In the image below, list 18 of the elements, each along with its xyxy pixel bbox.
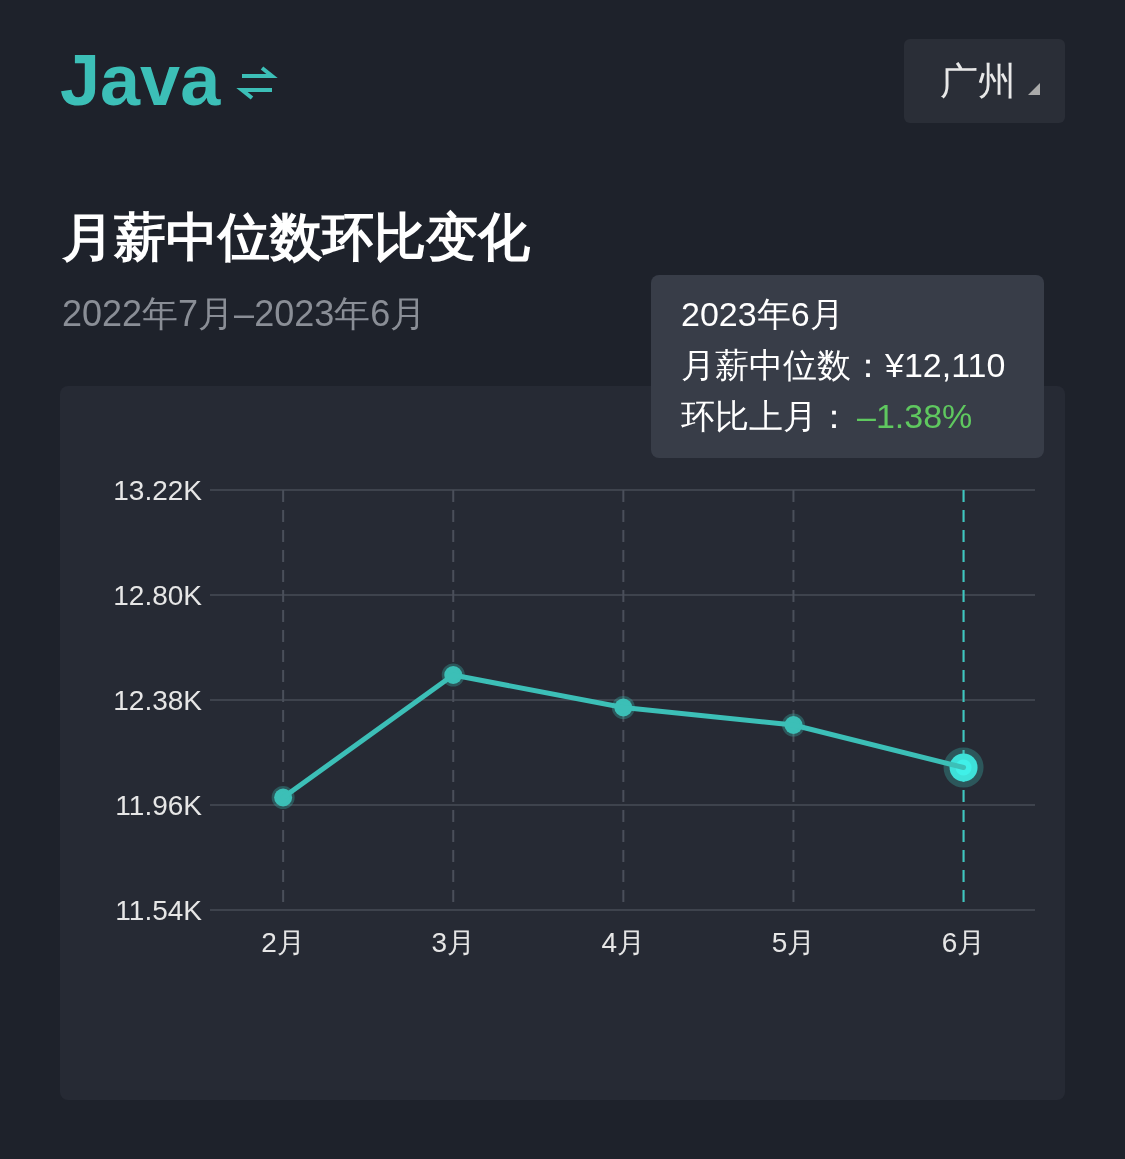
text: Java [60,40,222,120]
x-tick-label: 4月 [601,927,646,958]
chart-subtitle: 2022年7月–2023年6月 [62,293,427,334]
text: 环比上月： [681,397,851,435]
x-tick-label: 2月 [261,927,305,958]
y-tick-label: 13.22K [113,475,203,506]
y-tick-label: 11.54K [115,895,203,926]
x-tick-label: 3月 [431,927,476,958]
text: 月薪中位数：¥12,110 [681,346,1006,384]
x-tick-label: 6月 [941,927,986,958]
text: 广州 [940,60,1016,102]
x-tick-label: 5月 [771,927,816,958]
text: 2023年6月 [681,295,844,333]
y-tick-label: 11.96K [115,790,203,821]
y-tick-label: 12.80K [113,580,203,611]
text: –1.38% [857,397,973,435]
chart-title: 月薪中位数环比变化 [61,208,531,266]
y-tick-label: 12.38K [113,685,203,716]
